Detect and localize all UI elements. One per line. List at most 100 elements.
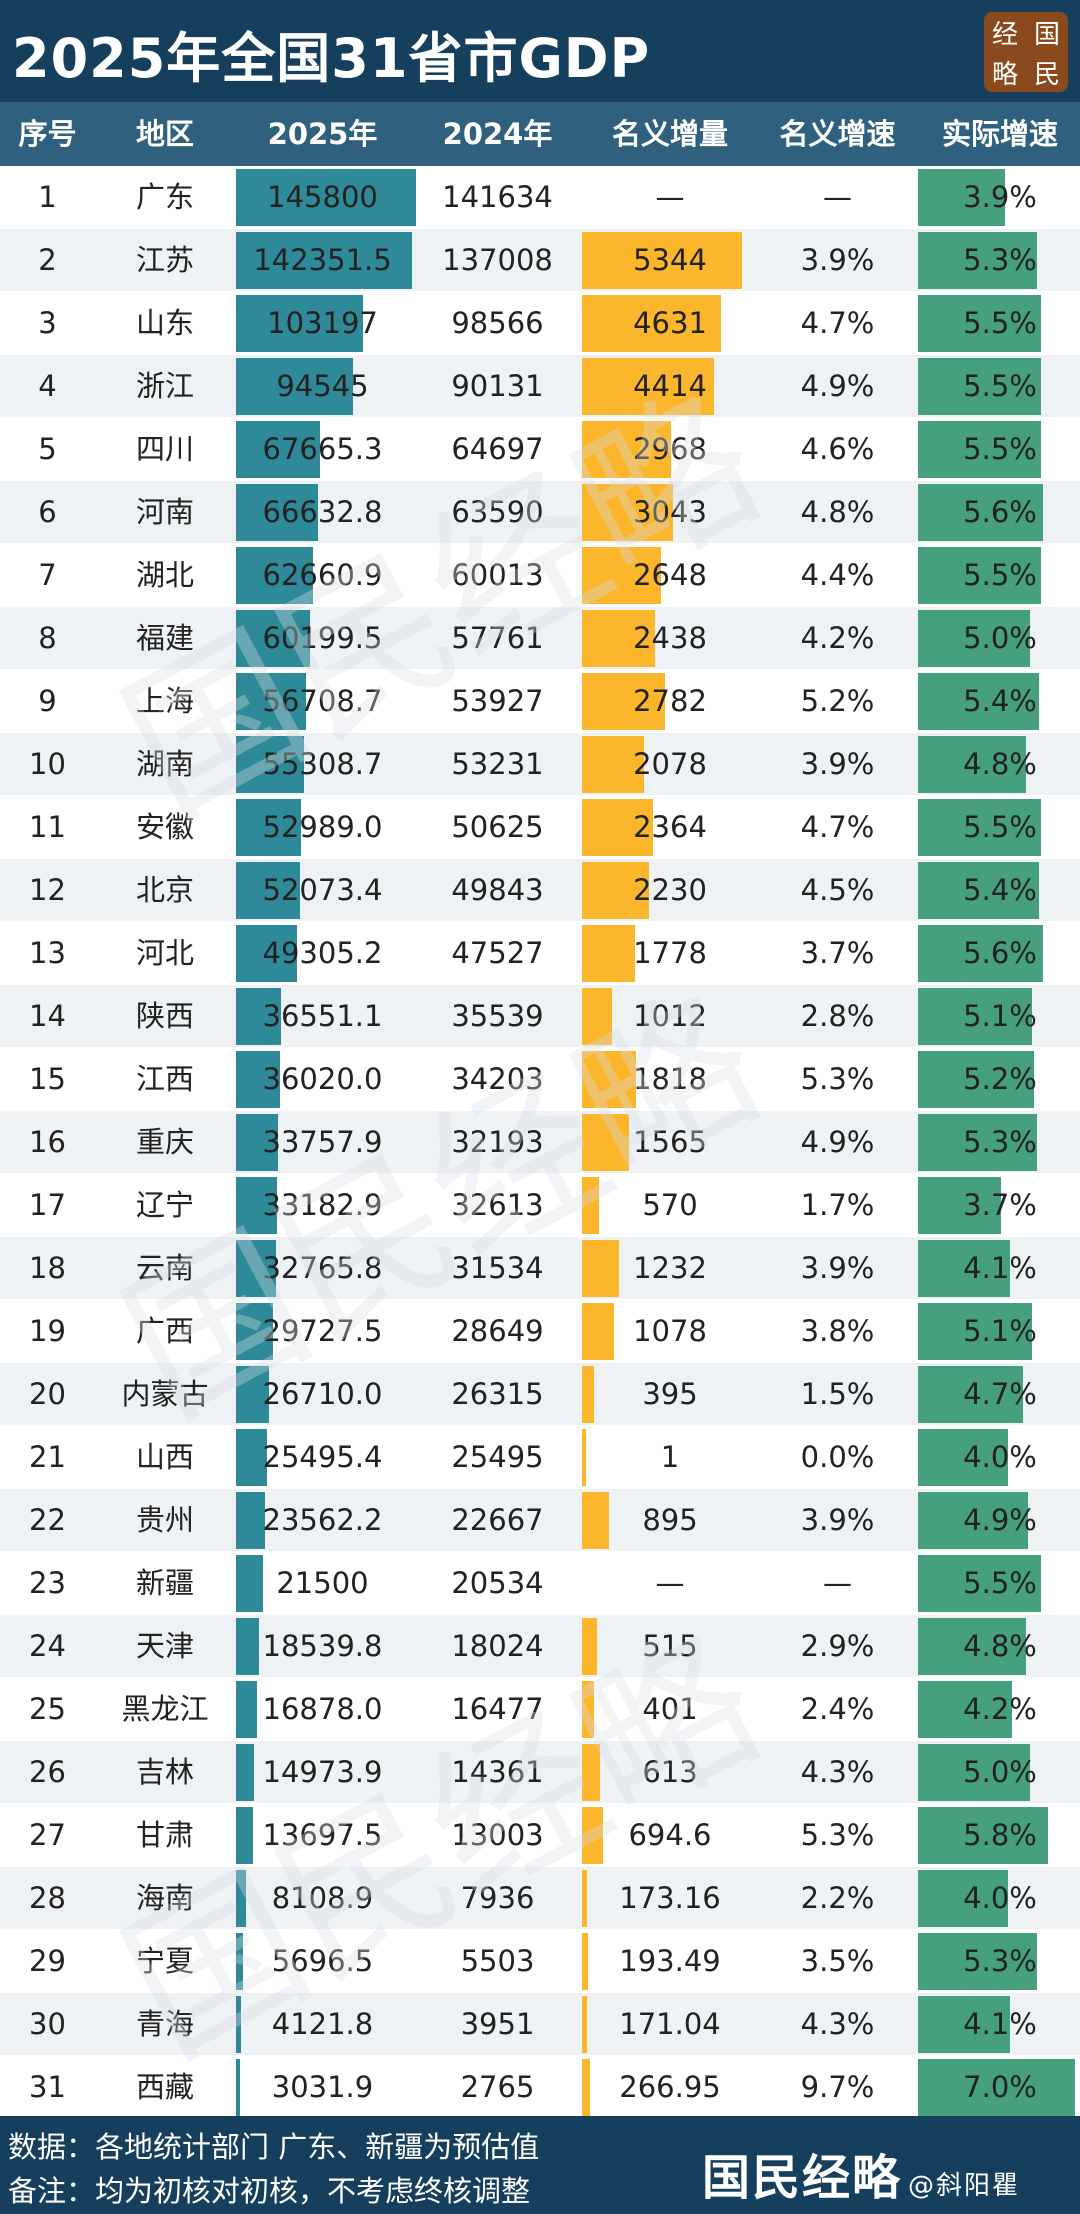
increment-bar [582, 1429, 586, 1486]
region-cell: 内蒙古 [121, 1377, 209, 1411]
gdp-2025-bar [236, 1681, 257, 1738]
logo-char: 民 [1033, 59, 1060, 90]
nominal-growth-cell: 4.8% [800, 495, 875, 529]
region-cell: 江苏 [135, 243, 194, 277]
table-row: 27 甘肃 13697.5 13003 694.6 5.3% 5.8% [0, 1804, 1080, 1866]
real-growth-bar [918, 169, 1006, 226]
gdp-2025-bar [236, 1870, 246, 1927]
gdp-2025-cell: 94545 [276, 369, 369, 403]
real-growth-cell: 5.3% [963, 1125, 1037, 1159]
real-growth-cell: 4.0% [963, 1881, 1037, 1915]
table-row: 2 江苏 142351.5 137008 5344 3.9% 5.3% [0, 229, 1080, 291]
increment-cell: 1232 [633, 1251, 707, 1285]
real-growth-cell: 5.8% [963, 1818, 1037, 1852]
rank-cell: 25 [29, 1692, 66, 1726]
gdp-2024-cell: 141634 [442, 180, 553, 214]
gdp-2024-cell: 7936 [460, 1881, 535, 1915]
real-growth-bar [918, 673, 1039, 730]
real-growth-cell: 5.4% [963, 873, 1037, 907]
brand-logo: 经 国 略 民 [984, 12, 1068, 92]
gdp-2024-cell: 22667 [451, 1503, 544, 1537]
real-growth-bar [918, 1681, 1013, 1738]
gdp-2025-bar [236, 610, 311, 667]
gdp-2025-bar [236, 358, 353, 415]
table-row: 5 四川 67665.3 64697 2968 4.6% 5.5% [0, 418, 1080, 480]
rank-cell: 5 [38, 432, 57, 466]
real-growth-bar [918, 1177, 1001, 1234]
region-cell: 吉林 [135, 1755, 194, 1789]
rank-cell: 15 [29, 1062, 66, 1096]
gdp-2024-cell: 60013 [451, 558, 544, 592]
region-cell: 四川 [135, 432, 194, 466]
real-growth-cell: 4.1% [963, 1251, 1037, 1285]
gdp-2025-cell: 3031.9 [271, 2070, 374, 2104]
region-cell: 青海 [135, 2007, 194, 2041]
gdp-2025-cell: 103197 [267, 306, 378, 340]
increment-bar [582, 295, 721, 352]
region-cell: 湖南 [135, 747, 194, 781]
real-growth-cell: 4.7% [963, 1377, 1037, 1411]
brand-suffix: @斜阳瞿 [907, 2171, 1020, 2201]
gdp-2025-bar [236, 2059, 240, 2116]
real-growth-bar [918, 1429, 1008, 1486]
gdp-2025-cell: 56708.7 [262, 684, 383, 718]
rank-cell: 4 [38, 369, 57, 403]
gdp-2025-cell: 26710.0 [262, 1377, 383, 1411]
header-increment: 名义增量 [611, 117, 728, 151]
nominal-growth-cell: 3.9% [800, 747, 875, 781]
real-growth-bar [918, 799, 1042, 856]
region-cell: 西藏 [135, 2070, 194, 2104]
increment-cell: 1 [660, 1440, 680, 1474]
gdp-2024-cell: 57761 [451, 621, 544, 655]
title-bar: 2025年全国31省市GDP 经 国 略 民 [0, 0, 1080, 102]
increment-cell: 4631 [633, 306, 707, 340]
rank-cell: 7 [38, 558, 57, 592]
increment-cell: 2438 [633, 621, 707, 655]
rank-cell: 18 [29, 1251, 66, 1285]
increment-bar [582, 1681, 594, 1738]
increment-cell: 2648 [633, 558, 707, 592]
nominal-growth-cell: 4.4% [800, 558, 875, 592]
gdp-2024-cell: 13003 [451, 1818, 544, 1852]
real-growth-bar [918, 1618, 1026, 1675]
table-row: 1 广东 145800 141634 — — 3.9% [0, 166, 1080, 228]
rank-cell: 10 [29, 747, 66, 781]
increment-bar [582, 799, 653, 856]
nominal-growth-cell: 4.9% [800, 369, 875, 403]
region-cell: 新疆 [135, 1566, 194, 1600]
gdp-2025-cell: 21500 [276, 1566, 369, 1600]
rank-cell: 20 [29, 1377, 66, 1411]
gdp-2025-cell: 29727.5 [262, 1314, 383, 1348]
rank-cell: 14 [29, 999, 66, 1033]
table-row: 8 福建 60199.5 57761 2438 4.2% 5.0% [0, 607, 1080, 669]
table-row: 28 海南 8108.9 7936 173.16 2.2% 4.0% [0, 1867, 1080, 1929]
gdp-2024-cell: 32193 [451, 1125, 544, 1159]
increment-cell: 173.16 [619, 1881, 721, 1915]
table-row: 4 浙江 94545 90131 4414 4.9% 5.5% [0, 355, 1080, 417]
rank-cell: 27 [29, 1818, 66, 1852]
table-row: 17 辽宁 33182.9 32613 570 1.7% 3.7% [0, 1174, 1080, 1236]
increment-cell: 570 [642, 1188, 698, 1222]
region-cell: 河南 [135, 495, 194, 529]
gdp-2025-bar [236, 1114, 278, 1171]
increment-bar [582, 421, 671, 478]
real-growth-cell: 5.1% [963, 1314, 1037, 1348]
rank-cell: 9 [38, 684, 57, 718]
gdp-2024-cell: 53927 [451, 684, 544, 718]
region-cell: 浙江 [135, 369, 194, 403]
region-cell: 贵州 [135, 1503, 194, 1537]
real-growth-bar [918, 1933, 1037, 1990]
region-cell: 黑龙江 [121, 1692, 209, 1726]
nominal-growth-cell: 4.2% [800, 621, 875, 655]
table-row: 7 湖北 62660.9 60013 2648 4.4% 5.5% [0, 544, 1080, 606]
table-row: 22 贵州 23562.2 22667 895 3.9% 4.9% [0, 1489, 1080, 1551]
gdp-2025-bar [236, 1303, 273, 1360]
table-row: 25 黑龙江 16878.0 16477 401 2.4% 4.2% [0, 1678, 1080, 1740]
gdp-2024-cell: 14361 [451, 1755, 544, 1789]
gdp-2025-cell: 23562.2 [262, 1503, 383, 1537]
logo-char: 略 [991, 59, 1018, 90]
region-cell: 湖北 [135, 558, 194, 592]
gdp-2025-cell: 60199.5 [262, 621, 383, 655]
nominal-growth-cell: 4.3% [800, 2007, 875, 2041]
increment-cell: 5344 [633, 243, 707, 277]
